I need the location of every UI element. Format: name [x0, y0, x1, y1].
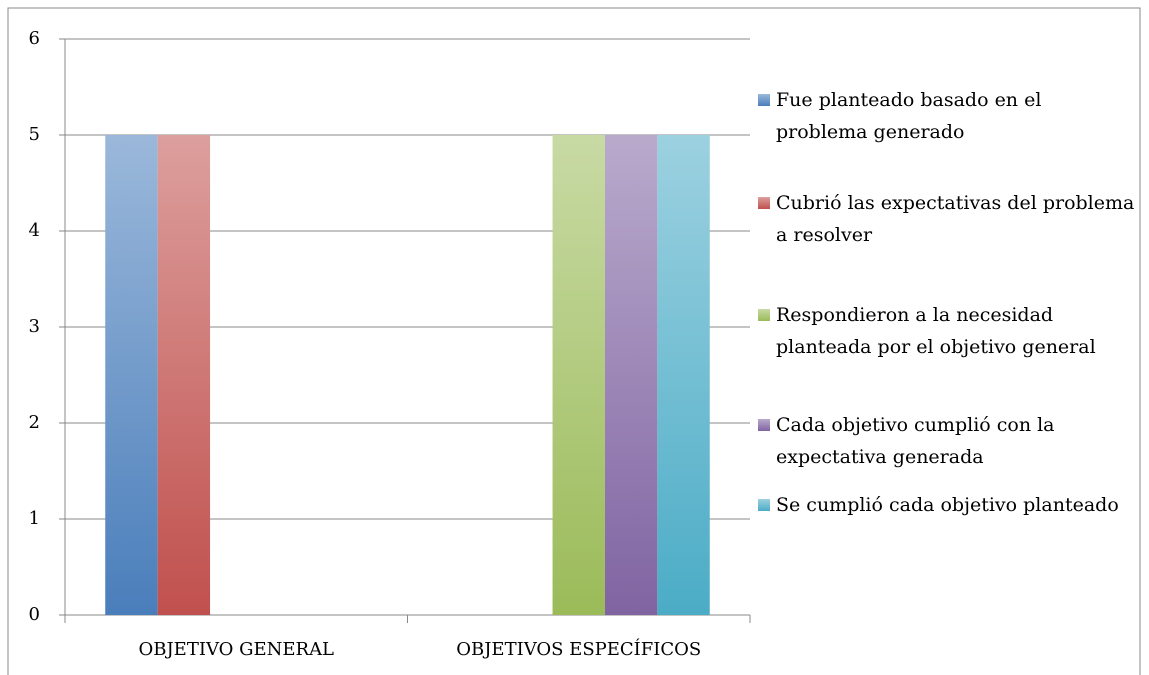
y-tick-label: 6: [29, 28, 40, 49]
legend-label: Respondieron a la necesidad planteada po…: [776, 304, 1096, 358]
legend-entry: Fue planteado basado en el problema gene…: [758, 84, 1138, 148]
bar: [604, 135, 658, 615]
y-tick-label: 3: [29, 316, 40, 337]
legend-swatch: [758, 499, 770, 511]
y-tick-label: 4: [29, 220, 40, 241]
legend-swatch: [758, 309, 770, 321]
bar: [657, 135, 710, 615]
legend-label: Cubrió las expectativas del problema a r…: [776, 192, 1135, 246]
chart-border: [7, 7, 1141, 675]
legend-label: Fue planteado basado en el problema gene…: [776, 89, 1042, 143]
bar: [552, 135, 605, 615]
bar: [157, 135, 211, 615]
x-tick-label: OBJETIVOS ESPECÍFICOS: [456, 637, 701, 660]
legend-swatch: [758, 197, 770, 209]
y-tick-label: 1: [29, 508, 40, 529]
legend-entry: Cada objetivo cumplió con la expectativa…: [758, 409, 1138, 473]
legend-entry: Respondieron a la necesidad planteada po…: [758, 299, 1138, 363]
y-tick-label: 5: [29, 124, 40, 145]
legend-label: Cada objetivo cumplió con la expectativa…: [776, 414, 1055, 468]
legend-entry: Se cumplió cada objetivo planteado: [758, 489, 1138, 521]
legend-swatch: [758, 419, 770, 431]
legend-entry: Cubrió las expectativas del problema a r…: [758, 187, 1138, 251]
legend-label: Se cumplió cada objetivo planteado: [776, 494, 1119, 516]
legend-swatch: [758, 94, 770, 106]
y-tick-label: 2: [29, 412, 40, 433]
x-tick-label: OBJETIVO GENERAL: [138, 639, 334, 660]
bar: [105, 135, 158, 615]
y-tick-label: 0: [29, 604, 40, 625]
